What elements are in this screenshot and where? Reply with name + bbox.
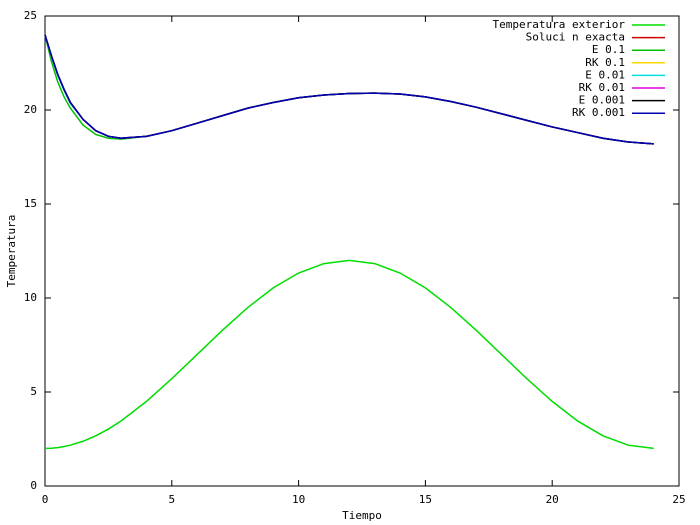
legend-label: E 0.1 [592,43,625,56]
legend-label: E 0.01 [585,68,625,81]
legend-label: RK 0.1 [585,56,625,69]
y-tick-label: 25 [24,9,37,22]
y-tick-label: 20 [24,103,37,116]
legend-label: RK 0.01 [579,81,625,94]
x-tick-label: 0 [42,493,49,506]
series-line [44,34,654,145]
legend-label: E 0.001 [579,94,625,107]
x-tick-label: 20 [546,493,559,506]
y-tick-label: 15 [24,197,37,210]
series-line [44,34,654,145]
x-tick-label: 10 [292,493,305,506]
y-axis-label: Temperatura [5,215,18,288]
plot-border [44,15,680,487]
x-tick-label: 15 [419,493,432,506]
legend-label: Soluci n exacta [526,31,625,44]
legend-label: Temperatura exterior [493,18,626,31]
series-line [44,34,654,145]
y-tick-label: 0 [30,479,37,492]
x-axis-label: Tiempo [342,509,382,522]
series-line [44,34,654,145]
series-line [44,34,654,145]
series-line [44,34,654,145]
series-line [44,34,654,145]
series-line [44,259,654,450]
y-tick-label: 5 [30,385,37,398]
legend-label: RK 0.001 [572,106,625,119]
x-tick-label: 25 [672,493,685,506]
y-tick-label: 10 [24,291,37,304]
x-tick-label: 5 [168,493,175,506]
